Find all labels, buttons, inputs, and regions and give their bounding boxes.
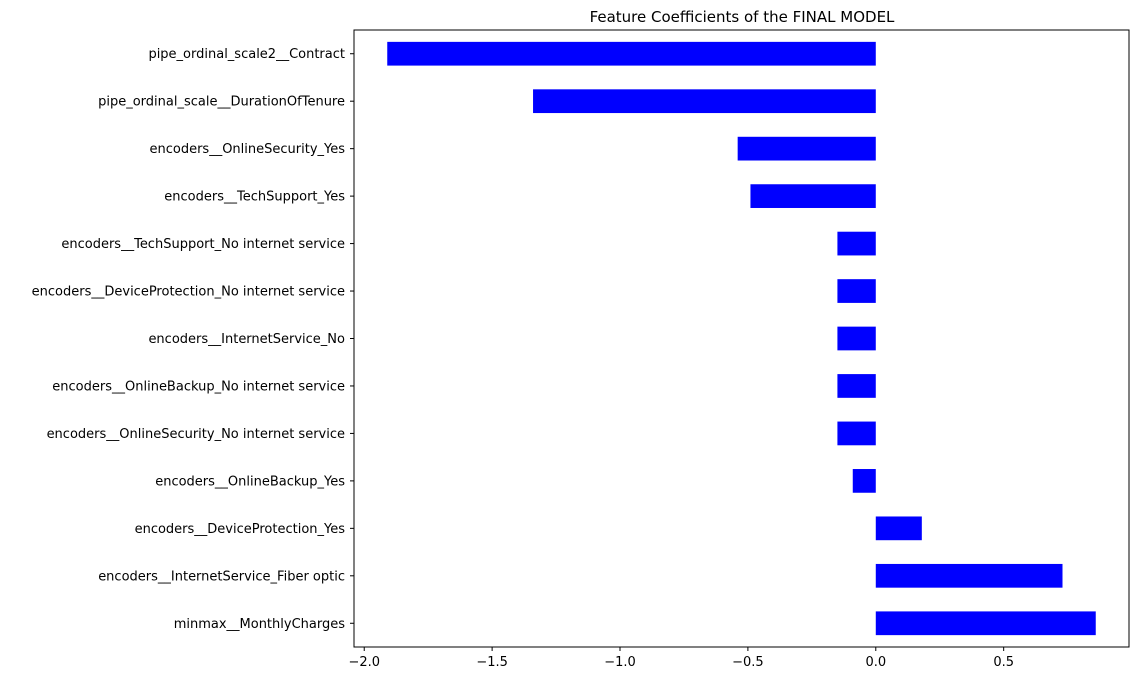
x-tick-label: −0.5 xyxy=(732,655,764,670)
y-axis-ticks: pipe_ordinal_scale2__Contract pipe_ordina… xyxy=(32,47,354,632)
x-tick-label: −2.0 xyxy=(348,655,380,670)
bar xyxy=(837,374,876,398)
x-tick-label: 0.0 xyxy=(865,655,886,670)
y-tick-label: encoders__OnlineBackup_No internet servi… xyxy=(52,379,345,394)
chart-title: Feature Coefficients of the FINAL MODEL xyxy=(590,8,895,26)
y-tick-label: encoders__OnlineSecurity_No internet ser… xyxy=(47,427,345,442)
y-tick-label: encoders__TechSupport_Yes xyxy=(164,190,345,205)
x-axis-ticks: −2.0 −1.5 −1.0 −0.5 0.0 0.5 xyxy=(348,647,1014,670)
bar xyxy=(387,41,876,66)
y-tick-label: encoders__DeviceProtection_No internet s… xyxy=(32,285,345,300)
y-tick-label: encoders__InternetService_Fiber optic xyxy=(98,569,345,584)
bar xyxy=(875,563,1063,588)
y-tick-label: minmax__MonthlyCharges xyxy=(174,617,346,632)
y-tick-label: pipe_ordinal_scale__DurationOfTenure xyxy=(98,95,345,110)
bar xyxy=(533,89,876,114)
bars-group xyxy=(387,41,1096,636)
y-tick-label: encoders__OnlineBackup_Yes xyxy=(155,474,345,489)
y-tick-label: encoders__TechSupport_No internet servic… xyxy=(61,237,345,252)
bar xyxy=(852,469,876,493)
bar xyxy=(875,611,1096,636)
y-tick-label: encoders__OnlineSecurity_Yes xyxy=(149,142,345,157)
bar xyxy=(837,421,876,446)
x-tick-label: −1.5 xyxy=(476,655,508,670)
x-tick-label: 0.5 xyxy=(993,655,1014,670)
bar xyxy=(837,231,876,256)
y-tick-label: pipe_ordinal_scale2__Contract xyxy=(148,47,345,62)
plot-frame xyxy=(353,29,1130,648)
bar xyxy=(875,516,922,541)
bar xyxy=(837,326,876,351)
y-tick-label: encoders__InternetService_No xyxy=(148,332,345,347)
bar xyxy=(837,279,876,303)
bar xyxy=(737,136,876,161)
x-tick-label: −1.0 xyxy=(604,655,636,670)
bar xyxy=(750,184,876,208)
y-tick-label: encoders__DeviceProtection_Yes xyxy=(135,522,346,537)
